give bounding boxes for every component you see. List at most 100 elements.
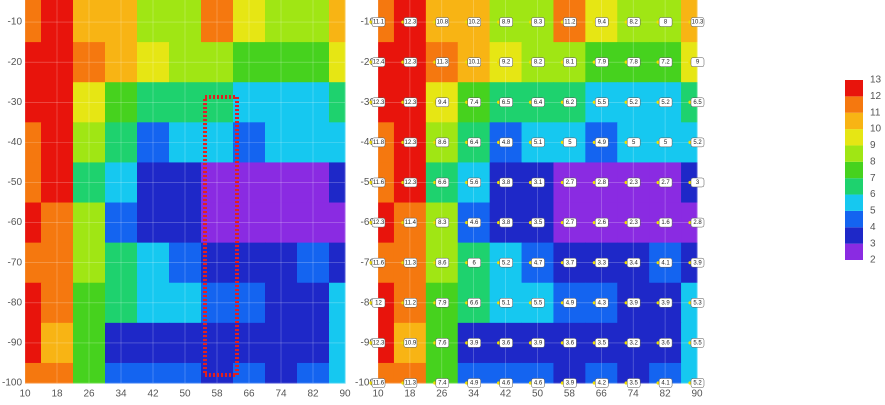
contour-cell bbox=[297, 242, 330, 284]
value-label-box bbox=[690, 217, 705, 228]
value-label: 11.6 bbox=[373, 260, 385, 266]
value-label: 10.1 bbox=[468, 60, 480, 66]
value-label: 2.3 bbox=[630, 220, 639, 226]
value-label-box bbox=[403, 97, 418, 108]
value-label: 11.3 bbox=[405, 381, 417, 387]
contour-cell bbox=[378, 122, 395, 163]
colorbar-swatch bbox=[845, 243, 863, 260]
value-label-box bbox=[658, 97, 673, 108]
value-label-box bbox=[658, 378, 673, 388]
value-label: 4.9 bbox=[598, 140, 607, 146]
value-label-box bbox=[403, 217, 418, 228]
colorbar-swatch bbox=[845, 227, 863, 244]
y-tick-label: -10 bbox=[361, 17, 376, 28]
value-label-box bbox=[531, 298, 545, 308]
y-tick-label: -60 bbox=[361, 217, 376, 228]
value-label-box bbox=[467, 177, 481, 188]
value-label-box bbox=[595, 17, 609, 27]
contour-cell bbox=[297, 162, 330, 204]
contour-cell bbox=[169, 322, 202, 364]
y-tick-label: -100 bbox=[2, 378, 22, 389]
value-label-box bbox=[531, 378, 545, 388]
value-label: 10.3 bbox=[692, 20, 704, 26]
value-label: 3.8 bbox=[502, 180, 511, 186]
value-label: 3.2 bbox=[630, 340, 639, 346]
value-label: 4.8 bbox=[502, 140, 511, 146]
value-label: 5.2 bbox=[661, 100, 670, 106]
contour-cell bbox=[73, 162, 106, 204]
x-tick-label: 10 bbox=[372, 389, 384, 400]
value-label: 11.6 bbox=[373, 180, 385, 186]
value-label-box bbox=[626, 378, 641, 388]
contour-cell bbox=[137, 82, 170, 123]
value-label: 12.3 bbox=[405, 100, 417, 106]
value-label: 12.3 bbox=[373, 100, 385, 106]
value-label: 5 bbox=[632, 140, 636, 146]
colorbar-swatch bbox=[845, 129, 863, 146]
value-label-box bbox=[531, 177, 545, 188]
contour-cell bbox=[265, 242, 298, 284]
contour-cell bbox=[553, 362, 586, 384]
value-label: 10.2 bbox=[468, 20, 480, 26]
value-label-box bbox=[563, 177, 577, 188]
contour-cell bbox=[265, 362, 298, 384]
value-label-box bbox=[595, 137, 609, 148]
value-label: 3.9 bbox=[693, 260, 702, 266]
value-label: 9 bbox=[696, 60, 700, 66]
contour-cell bbox=[105, 242, 138, 284]
contour-cell bbox=[41, 282, 74, 324]
value-label-box bbox=[595, 217, 609, 228]
value-label-box bbox=[531, 338, 545, 348]
y-tick-label: -80 bbox=[8, 297, 23, 308]
value-label: 12.3 bbox=[405, 180, 417, 186]
contour-cell bbox=[105, 162, 138, 204]
value-label-box bbox=[563, 298, 577, 308]
value-label-box bbox=[499, 57, 513, 67]
value-label-box bbox=[658, 17, 673, 27]
value-label: 3.3 bbox=[598, 260, 607, 266]
value-label: 4.1 bbox=[661, 260, 670, 266]
colorbar-label: 3 bbox=[870, 238, 876, 249]
y-tick-label: -20 bbox=[361, 57, 376, 68]
contour-cell bbox=[201, 0, 234, 43]
value-label: 6 bbox=[473, 260, 477, 266]
colorbar-swatch bbox=[845, 96, 863, 113]
contour-cell bbox=[137, 282, 170, 324]
contour-cell bbox=[169, 162, 202, 204]
value-label: 6.4 bbox=[470, 140, 479, 146]
contour-cell bbox=[73, 0, 106, 43]
contour-cell bbox=[169, 122, 202, 163]
value-label-box bbox=[435, 378, 450, 388]
value-label: 3.9 bbox=[630, 300, 639, 306]
value-label-box bbox=[690, 177, 705, 188]
contour-cell bbox=[329, 42, 346, 83]
contour-cell bbox=[378, 42, 395, 83]
value-label-box bbox=[371, 97, 386, 108]
value-label-box bbox=[467, 137, 481, 148]
value-label: 2.7 bbox=[566, 220, 575, 226]
contour-cell bbox=[265, 322, 298, 364]
x-tick-label: 82 bbox=[660, 389, 672, 400]
value-label: 7.9 bbox=[598, 60, 607, 66]
value-label: 3.9 bbox=[470, 340, 479, 346]
contour-cell bbox=[73, 42, 106, 83]
y-tick-label: -30 bbox=[8, 97, 23, 108]
value-label-box bbox=[403, 338, 418, 348]
value-label-box bbox=[499, 378, 513, 388]
value-label-box bbox=[690, 257, 705, 268]
contour-cell bbox=[25, 242, 42, 284]
value-label-box bbox=[403, 57, 418, 67]
contour-cell bbox=[265, 202, 298, 244]
value-label: 2.3 bbox=[630, 180, 639, 186]
contour-cell bbox=[137, 0, 170, 43]
value-label-box bbox=[658, 217, 673, 228]
value-label-box bbox=[371, 338, 386, 348]
colorbar-label: 13 bbox=[870, 75, 882, 86]
contour-cell bbox=[297, 0, 330, 43]
contour-cell bbox=[649, 362, 682, 384]
value-label-box bbox=[435, 97, 450, 108]
value-label: 12.3 bbox=[405, 20, 417, 26]
contour-cell bbox=[297, 322, 330, 364]
value-label: 7.6 bbox=[438, 340, 447, 346]
contour-cell bbox=[41, 0, 74, 43]
